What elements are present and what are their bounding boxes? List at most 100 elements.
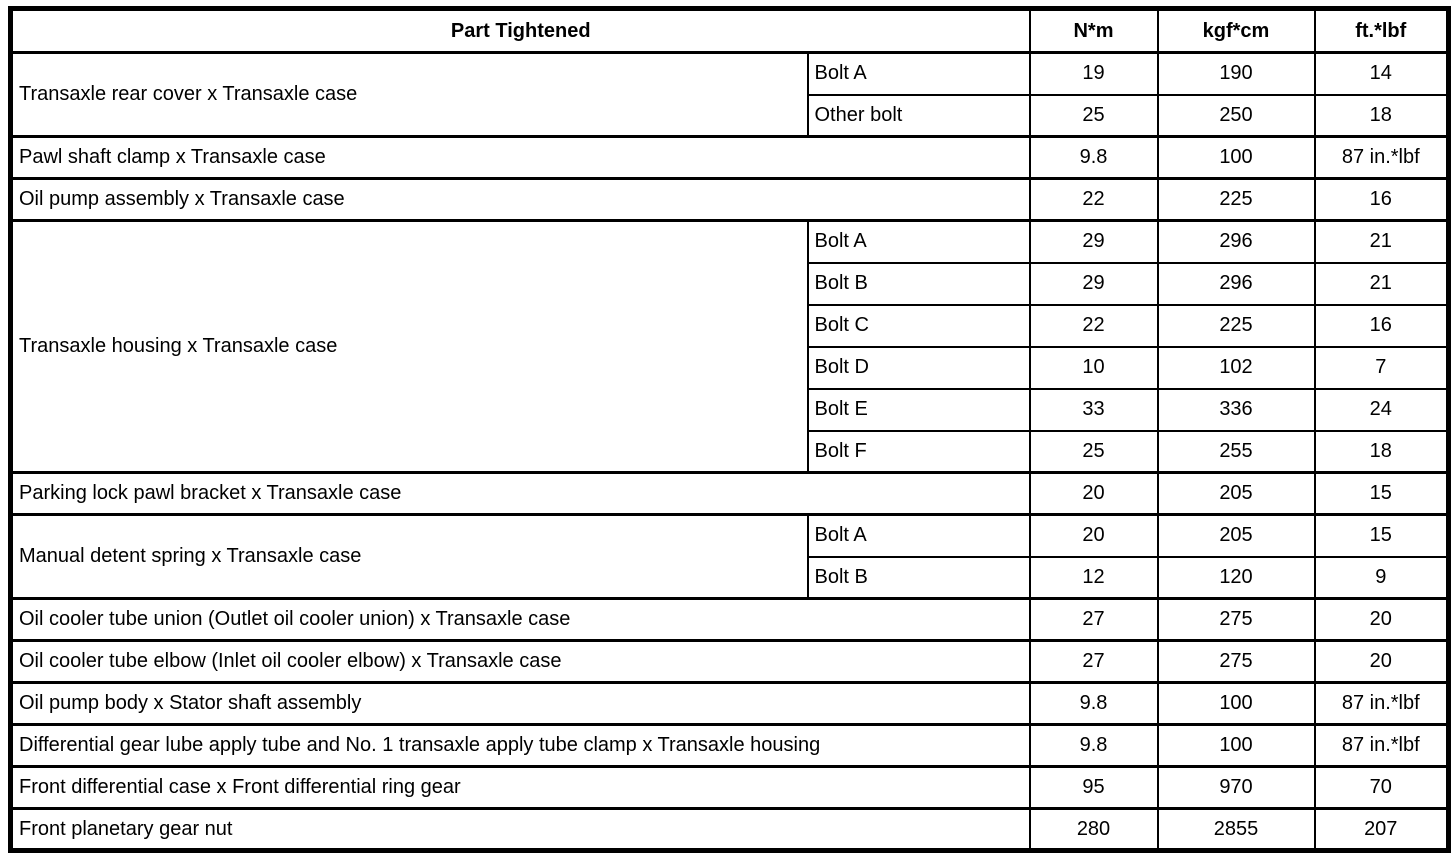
part-name-cell: Front differential case x Front differen… bbox=[9, 765, 1031, 810]
nm-value-cell: 33 bbox=[1028, 387, 1159, 432]
ftlbf-value-cell: 207 bbox=[1313, 807, 1450, 852]
ftlbf-value-cell: 16 bbox=[1313, 303, 1450, 348]
kgfcm-value-cell: 190 bbox=[1156, 51, 1316, 96]
part-name-cell: Manual detent spring x Transaxle case bbox=[9, 513, 809, 600]
kgfcm-value-cell: 205 bbox=[1156, 471, 1316, 516]
ftlbf-value-cell: 18 bbox=[1313, 93, 1450, 138]
nm-value-cell: 9.8 bbox=[1028, 681, 1159, 726]
part-name-cell: Transaxle rear cover x Transaxle case bbox=[9, 51, 809, 138]
table-row: Bolt C 22 225 16 bbox=[11, 303, 1450, 348]
ftlbf-value-cell: 9 bbox=[1313, 555, 1450, 600]
part-name-cell: Front planetary gear nut bbox=[9, 807, 1031, 852]
bolt-label-cell: Bolt A bbox=[806, 219, 1031, 264]
header-nm: N*m bbox=[1028, 7, 1159, 54]
torque-table-body: Transaxle rear cover x Transaxle case Bol… bbox=[9, 51, 1450, 852]
table-row: Oil pump assembly x Transaxle case 22 225 1… bbox=[9, 177, 1450, 222]
kgfcm-value-cell: 296 bbox=[1156, 261, 1316, 306]
nm-value-cell: 95 bbox=[1028, 765, 1159, 810]
nm-value-cell: 22 bbox=[1028, 177, 1159, 222]
nm-value-cell: 9.8 bbox=[1028, 723, 1159, 768]
table-row: Other bolt 25 250 18 bbox=[11, 93, 1450, 138]
header-kgfcm: kgf*cm bbox=[1156, 7, 1316, 54]
kgfcm-value-cell: 100 bbox=[1156, 723, 1316, 768]
bolt-label-cell: Bolt F bbox=[806, 429, 1031, 474]
nm-value-cell: 29 bbox=[1028, 261, 1159, 306]
nm-value-cell: 280 bbox=[1028, 807, 1159, 852]
kgfcm-value-cell: 100 bbox=[1156, 681, 1316, 726]
table-row: Pawl shaft clamp x Transaxle case 9.8 100 8… bbox=[9, 135, 1450, 180]
kgfcm-value-cell: 2855 bbox=[1156, 807, 1316, 852]
bolt-label-cell: Bolt C bbox=[806, 303, 1031, 348]
kgfcm-value-cell: 100 bbox=[1156, 135, 1316, 180]
ftlbf-value-cell: 14 bbox=[1313, 51, 1450, 96]
kgfcm-value-cell: 225 bbox=[1156, 303, 1316, 348]
kgfcm-value-cell: 296 bbox=[1156, 219, 1316, 264]
bolt-label-cell: Bolt D bbox=[806, 345, 1031, 390]
kgfcm-value-cell: 205 bbox=[1156, 513, 1316, 558]
ftlbf-value-cell: 87 in.*lbf bbox=[1313, 681, 1450, 726]
header-ftlbf: ft.*lbf bbox=[1313, 7, 1450, 54]
ftlbf-value-cell: 21 bbox=[1313, 261, 1450, 306]
bolt-label-cell: Bolt A bbox=[806, 51, 1031, 96]
table-row: Oil pump body x Stator shaft assembly 9.8… bbox=[9, 681, 1450, 726]
nm-value-cell: 10 bbox=[1028, 345, 1159, 390]
nm-value-cell: 29 bbox=[1028, 219, 1159, 264]
ftlbf-value-cell: 87 in.*lbf bbox=[1313, 135, 1450, 180]
table-row: Bolt D 10 102 7 bbox=[11, 345, 1450, 390]
ftlbf-value-cell: 24 bbox=[1313, 387, 1450, 432]
kgfcm-value-cell: 250 bbox=[1156, 93, 1316, 138]
nm-value-cell: 25 bbox=[1028, 429, 1159, 474]
kgfcm-value-cell: 336 bbox=[1156, 387, 1316, 432]
table-row: Parking lock pawl bracket x Transaxle ca… bbox=[9, 471, 1450, 516]
nm-value-cell: 22 bbox=[1028, 303, 1159, 348]
ftlbf-value-cell: 20 bbox=[1313, 597, 1450, 642]
kgfcm-value-cell: 225 bbox=[1156, 177, 1316, 222]
header-part-tightened: Part Tightened bbox=[9, 7, 1031, 54]
bolt-label-cell: Bolt B bbox=[806, 555, 1031, 600]
kgfcm-value-cell: 275 bbox=[1156, 597, 1316, 642]
ftlbf-value-cell: 70 bbox=[1313, 765, 1450, 810]
ftlbf-value-cell: 7 bbox=[1313, 345, 1450, 390]
part-name-cell: Differential gear lube apply tube and No… bbox=[9, 723, 1031, 768]
nm-value-cell: 27 bbox=[1028, 597, 1159, 642]
ftlbf-value-cell: 20 bbox=[1313, 639, 1450, 684]
part-name-cell: Pawl shaft clamp x Transaxle case bbox=[9, 135, 1031, 180]
nm-value-cell: 27 bbox=[1028, 639, 1159, 684]
table-row: Bolt E 33 336 24 bbox=[11, 387, 1450, 432]
table-row: Differential gear lube apply tube and No… bbox=[9, 723, 1450, 768]
table-row: Oil cooler tube union (Outlet oil cooler… bbox=[9, 597, 1450, 642]
nm-value-cell: 9.8 bbox=[1028, 135, 1159, 180]
ftlbf-value-cell: 87 in.*lbf bbox=[1313, 723, 1450, 768]
nm-value-cell: 12 bbox=[1028, 555, 1159, 600]
table-row: Manual detent spring x Transaxle case Bol… bbox=[9, 513, 1450, 600]
table-row: Front differential case x Front differen… bbox=[9, 765, 1450, 810]
table-row: Bolt B 29 296 21 bbox=[11, 261, 1450, 306]
kgfcm-value-cell: 970 bbox=[1156, 765, 1316, 810]
table-row: Transaxle housing x Transaxle case Bolt A… bbox=[9, 219, 1450, 474]
part-name-cell: Oil pump assembly x Transaxle case bbox=[9, 177, 1031, 222]
part-name-cell: Oil cooler tube union (Outlet oil cooler… bbox=[9, 597, 1031, 642]
part-name-cell: Oil cooler tube elbow (Inlet oil cooler … bbox=[9, 639, 1031, 684]
part-name-cell: Oil pump body x Stator shaft assembly bbox=[9, 681, 1031, 726]
table-row: Oil cooler tube elbow (Inlet oil cooler … bbox=[9, 639, 1450, 684]
table-row: Transaxle rear cover x Transaxle case Bol… bbox=[9, 51, 1450, 138]
header-row: Part Tightened N*m kgf*cm ft.*lbf bbox=[9, 7, 1450, 54]
torque-spec-table: Part Tightened N*m kgf*cm ft.*lbf Transa… bbox=[8, 6, 1451, 853]
part-name-cell: Parking lock pawl bracket x Transaxle ca… bbox=[9, 471, 1031, 516]
kgfcm-value-cell: 275 bbox=[1156, 639, 1316, 684]
table-row: Front planetary gear nut 280 2855 207 bbox=[9, 807, 1450, 852]
kgfcm-value-cell: 120 bbox=[1156, 555, 1316, 600]
nm-value-cell: 20 bbox=[1028, 513, 1159, 558]
ftlbf-value-cell: 16 bbox=[1313, 177, 1450, 222]
kgfcm-value-cell: 255 bbox=[1156, 429, 1316, 474]
table-row: Bolt B 12 120 9 bbox=[11, 555, 1450, 600]
bolt-label-cell: Other bolt bbox=[806, 93, 1031, 138]
nm-value-cell: 25 bbox=[1028, 93, 1159, 138]
kgfcm-value-cell: 102 bbox=[1156, 345, 1316, 390]
table-row: Bolt F 25 255 18 bbox=[11, 429, 1450, 474]
bolt-label-cell: Bolt E bbox=[806, 387, 1031, 432]
nm-value-cell: 19 bbox=[1028, 51, 1159, 96]
ftlbf-value-cell: 21 bbox=[1313, 219, 1450, 264]
ftlbf-value-cell: 15 bbox=[1313, 471, 1450, 516]
